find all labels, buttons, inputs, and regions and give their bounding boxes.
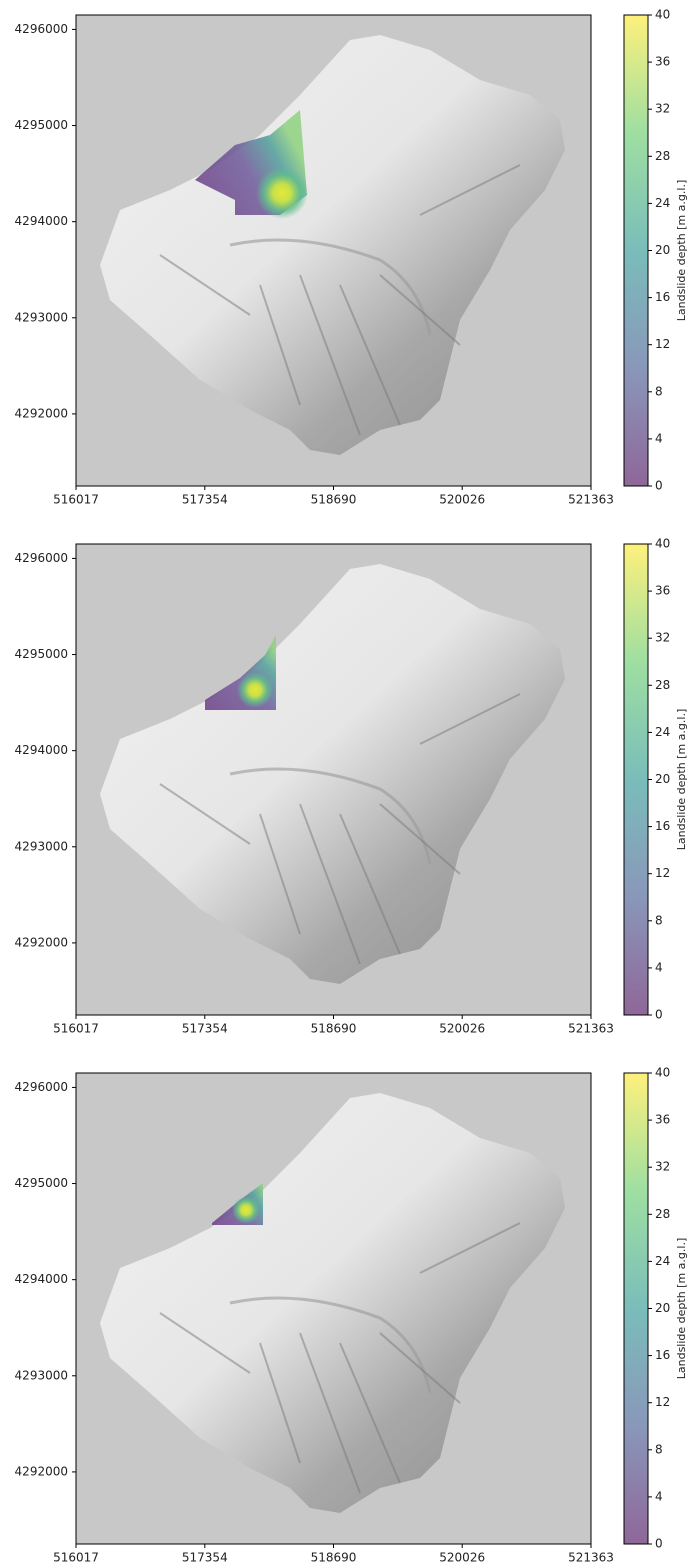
y-tick-label: 4294000 [15, 743, 68, 757]
colorbar-tick-label: 12 [655, 1395, 670, 1409]
y-tick-label: 4293000 [15, 310, 68, 324]
x-tick-label: 517354 [182, 493, 228, 507]
colorbar-tick-label: 40 [655, 1066, 670, 1080]
colorbar-label: Landslide depth [m a.g.l.] [675, 709, 688, 851]
colorbar-tick-label: 12 [655, 337, 670, 351]
y-tick-label: 4292000 [15, 406, 68, 420]
colorbar [624, 15, 648, 486]
colorbar-tick-label: 16 [655, 290, 670, 304]
colorbar-tick-label: 20 [655, 772, 670, 786]
colorbar-tick-label: 40 [655, 537, 670, 551]
x-tick-label: 521363 [568, 493, 614, 507]
colorbar [624, 1073, 648, 1544]
y-tick-label: 4296000 [15, 1080, 68, 1094]
y-tick-label: 4292000 [15, 935, 68, 949]
y-tick-label: 4294000 [15, 1272, 68, 1286]
landslide-peak [237, 672, 273, 708]
x-tick-label: 520026 [439, 1022, 485, 1036]
colorbar-label: Landslide depth [m a.g.l.] [675, 180, 688, 322]
y-tick-label: 4295000 [15, 118, 68, 132]
y-tick-label: 4295000 [15, 1176, 68, 1190]
colorbar-tick-label: 16 [655, 819, 670, 833]
x-tick-label: 520026 [439, 493, 485, 507]
x-tick-label: 516017 [53, 1022, 99, 1036]
y-tick-label: 4296000 [15, 551, 68, 565]
colorbar-tick-label: 4 [655, 960, 663, 974]
x-tick-label: 516017 [53, 1551, 99, 1564]
colorbar-tick-label: 28 [655, 678, 670, 692]
y-tick-label: 4293000 [15, 1368, 68, 1382]
x-tick-label: 517354 [182, 1551, 228, 1564]
y-tick-label: 4292000 [15, 1464, 68, 1478]
x-tick-label: 516017 [53, 493, 99, 507]
colorbar-tick-label: 0 [655, 479, 663, 493]
x-tick-label: 518690 [311, 1551, 357, 1564]
colorbar-tick-label: 32 [655, 102, 670, 116]
colorbar-tick-label: 20 [655, 243, 670, 257]
colorbar-tick-label: 32 [655, 631, 670, 645]
colorbar-tick-label: 32 [655, 1160, 670, 1174]
colorbar [624, 544, 648, 1015]
colorbar-tick-label: 8 [655, 1442, 663, 1456]
colorbar-tick-label: 24 [655, 196, 670, 210]
y-tick-label: 4295000 [15, 647, 68, 661]
colorbar-tick-label: 8 [655, 913, 663, 927]
y-tick-label: 4294000 [15, 214, 68, 228]
colorbar-tick-label: 24 [655, 1254, 670, 1268]
colorbar-tick-label: 12 [655, 866, 670, 880]
x-tick-label: 521363 [568, 1022, 614, 1036]
x-tick-label: 521363 [568, 1551, 614, 1564]
landslide-peak [256, 167, 308, 219]
map-panel: 516017 517354 518690 520026 521363 4292000 429… [15, 1066, 688, 1564]
colorbar-tick-label: 8 [655, 384, 663, 398]
colorbar-tick-label: 36 [655, 55, 670, 69]
figure: 516017 517354 518690 520026 521363 4292000 429… [0, 0, 692, 1564]
colorbar-tick-label: 4 [655, 431, 663, 445]
colorbar-tick-label: 16 [655, 1348, 670, 1362]
x-tick-label: 517354 [182, 1022, 228, 1036]
colorbar-tick-label: 36 [655, 1113, 670, 1127]
colorbar-tick-label: 24 [655, 725, 670, 739]
colorbar-tick-label: 40 [655, 8, 670, 22]
map-panel: 516017 517354 518690 520026 521363 4292000 429… [15, 537, 688, 1036]
colorbar-tick-label: 4 [655, 1489, 663, 1503]
x-tick-label: 518690 [311, 1022, 357, 1036]
colorbar-tick-label: 0 [655, 1008, 663, 1022]
x-tick-label: 520026 [439, 1551, 485, 1564]
colorbar-tick-label: 28 [655, 149, 670, 163]
colorbar-label: Landslide depth [m a.g.l.] [675, 1238, 688, 1380]
map-panel: 516017 517354 518690 520026 521363 4292000 429… [15, 8, 688, 507]
landslide-peak [232, 1196, 260, 1224]
y-tick-label: 4296000 [15, 22, 68, 36]
y-tick-label: 4293000 [15, 839, 68, 853]
colorbar-tick-label: 0 [655, 1537, 663, 1551]
colorbar-tick-label: 28 [655, 1207, 670, 1221]
colorbar-tick-label: 20 [655, 1301, 670, 1315]
colorbar-tick-label: 36 [655, 584, 670, 598]
x-tick-label: 518690 [311, 493, 357, 507]
